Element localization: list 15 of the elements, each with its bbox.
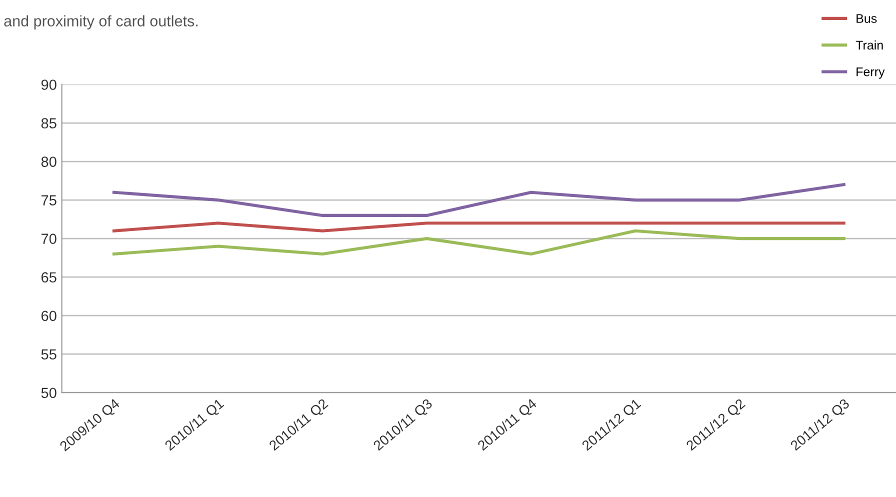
y-tick-label: 60 (41, 310, 56, 322)
y-tick-label: 85 (41, 118, 56, 128)
line-series (112, 229, 846, 256)
legend-label: Ferry (856, 68, 885, 79)
y-tick-label: 50 (41, 388, 56, 398)
legend-label: Train (856, 40, 883, 50)
y-tick-label: 70 (41, 234, 56, 244)
chart-subtitle: and proximity of card outlets. (4, 15, 198, 30)
line-series (112, 183, 846, 217)
y-tick-label: 80 (41, 156, 56, 167)
y-tick-label: 90 (41, 80, 56, 90)
legend-label: Bus (856, 14, 877, 23)
y-tick-label: 65 (41, 272, 56, 283)
y-tick-label: 75 (41, 195, 56, 206)
y-tick-label: 55 (41, 349, 56, 360)
